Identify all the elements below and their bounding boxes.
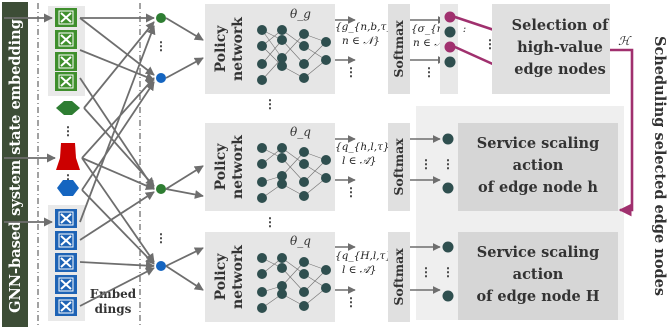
green-hexagon — [56, 101, 80, 115]
ellipsis: ⋮ — [345, 185, 357, 199]
shapes-ellipsis-top: ⋮ — [62, 124, 74, 138]
policy-network-box-g — [205, 4, 335, 94]
q-values-label: l ∈ 𝒜̃} — [342, 264, 376, 276]
selection-box-title: Selection of — [512, 17, 610, 34]
embedding-nodes: ⋮ ⋮ — [155, 13, 167, 271]
row-service-H: Policy network θ_q {q_{H,l,τ} : l ∈ 𝒜̃} … — [165, 232, 618, 322]
policy-network-box-q — [205, 232, 335, 322]
selection-box-title: high-value — [517, 39, 603, 56]
ellipsis: ⋮ — [442, 157, 454, 171]
policy-label: Policy — [213, 253, 229, 301]
service-scaling-title: of edge node H — [476, 288, 599, 305]
softmax-box — [388, 232, 410, 322]
neural-net-icon — [257, 253, 331, 313]
ellipsis: ⋮ — [420, 265, 432, 279]
row-selection: Policy network θ_g {g_{n,b,τ} : n ∈ 𝒩} ⋮… — [165, 4, 632, 94]
ellipsis: ⋮ — [345, 295, 357, 309]
ellipsis: ⋮ — [264, 97, 276, 111]
input-arrows — [4, 13, 56, 227]
blue-server-icon — [55, 209, 77, 228]
blue-embedding-node — [156, 73, 166, 83]
ellipsis: ⋮ — [155, 231, 167, 245]
theta-label: θ_q — [290, 125, 311, 139]
neural-net-icon — [257, 25, 331, 85]
service-scaling-title: Service scaling — [477, 135, 599, 152]
green-server-icon — [55, 72, 77, 91]
theta-label: θ_g — [290, 7, 311, 21]
softmax-box — [388, 123, 410, 211]
action-node — [442, 182, 454, 194]
blue-server-icon — [55, 275, 77, 294]
selected-node — [444, 41, 456, 53]
ellipsis: ⋮ — [420, 157, 432, 171]
green-server-icon — [55, 52, 77, 71]
q-values-label: {g_{n,b,τ} : — [335, 21, 400, 33]
theta-label: θ_q — [290, 234, 311, 248]
softmax-label: Softmax — [391, 138, 406, 196]
green-server-icon — [55, 8, 77, 27]
blue-server-stack — [48, 205, 85, 321]
blue-server-icon — [55, 231, 77, 250]
q-values-label: l ∈ 𝒜̃} — [342, 155, 376, 167]
policy-label: network — [230, 245, 246, 309]
left-banner: GNN-based system state embedding — [2, 2, 28, 327]
action-node — [442, 241, 454, 253]
q-values-label: n ∈ 𝒩} — [342, 35, 380, 47]
softmax-label: Softmax — [391, 248, 406, 306]
service-scaling-title: of edge node h — [478, 179, 598, 196]
blue-hexagon — [57, 180, 79, 196]
unselected-node — [444, 26, 456, 38]
unselected-node — [444, 56, 456, 68]
ellipsis: ⋮ — [155, 39, 167, 53]
service-scaling-title: action — [513, 157, 564, 174]
green-embedding-node — [156, 13, 166, 23]
embed-label-line1: Embed — [90, 287, 137, 301]
green-server-stack — [48, 6, 85, 96]
ellipsis: ⋮ — [345, 65, 357, 79]
q-values-label: {q_{h,l,τ} : — [335, 141, 397, 153]
ellipsis: ⋮ — [423, 65, 435, 79]
policy-label: network — [230, 17, 246, 81]
ellipsis: ⋮ — [442, 265, 454, 279]
q-values-label: {q_{H,l,τ} : — [335, 250, 399, 262]
green-embedding-node — [156, 184, 166, 194]
service-scaling-box-h — [458, 123, 618, 211]
action-node — [442, 290, 454, 302]
blue-server-icon — [55, 297, 77, 316]
ellipsis: ⋮ — [264, 215, 276, 229]
green-server-icon — [55, 30, 77, 49]
policy-label: Policy — [213, 143, 229, 191]
service-scaling-title: action — [513, 266, 564, 283]
service-scaling-box-H — [458, 232, 618, 320]
embedding-arrows — [79, 13, 156, 307]
softmax-box — [388, 4, 410, 94]
embed-label-line2: dings — [95, 302, 132, 316]
selected-node — [444, 11, 456, 23]
blue-server-icon — [55, 253, 77, 272]
softmax-label: Softmax — [391, 20, 406, 78]
red-trapezoid — [56, 158, 80, 170]
selection-box-title: edge nodes — [514, 61, 606, 78]
neural-net-icon — [257, 143, 331, 203]
selection-box — [492, 4, 610, 94]
policy-network-box-q — [205, 123, 335, 211]
policy-label: network — [230, 135, 246, 199]
blue-embedding-node — [156, 261, 166, 271]
service-scaling-title: Service scaling — [477, 244, 599, 261]
right-banner-text: Scheduling selected edge nodes — [651, 36, 668, 296]
policy-label: Policy — [213, 25, 229, 73]
row-service-h: Policy network θ_q {q_{h,l,τ} : l ∈ 𝒜̃} … — [165, 123, 618, 211]
h-set-label: ℋ — [618, 34, 632, 48]
red-trapezoid-top — [60, 143, 76, 158]
left-banner-text: GNN-based system state embedding — [7, 19, 24, 313]
scheduling-arrow — [610, 48, 634, 217]
action-node — [442, 133, 454, 145]
